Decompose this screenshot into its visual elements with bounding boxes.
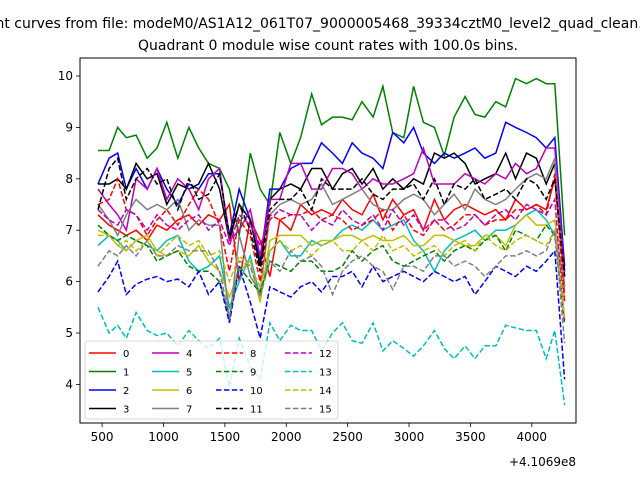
y-tick-label: 7 — [65, 223, 73, 237]
legend-label: 7 — [186, 405, 192, 416]
series-line-12 — [97, 196, 566, 323]
legend-box — [84, 340, 339, 420]
legend-label: 9 — [250, 368, 256, 379]
series-line-10 — [97, 248, 566, 380]
y-tick-label: 5 — [65, 326, 73, 340]
y-tick-label: 9 — [65, 120, 73, 134]
x-tick-label: 2500 — [332, 430, 363, 444]
legend-label: 1 — [123, 368, 129, 379]
x-tick-label: 3500 — [455, 430, 486, 444]
series-line-1 — [98, 77, 566, 236]
legend-label: 0 — [123, 349, 129, 360]
legend-label: 15 — [319, 405, 332, 416]
x-tick-label: 4000 — [517, 430, 548, 444]
series-line-8 — [97, 173, 566, 303]
x-tick-label: 500 — [91, 430, 114, 444]
suptitle: Light curves from file: modeM0/AS1A12_06… — [0, 16, 640, 32]
y-tick-label: 8 — [65, 172, 73, 186]
legend-label: 6 — [186, 386, 192, 397]
series-line-14 — [98, 227, 566, 318]
y-axis: 4 5 6 7 8 9 10 — [58, 69, 80, 391]
legend-label: 5 — [186, 368, 192, 379]
series-line-15 — [97, 229, 566, 344]
legend-label: 8 — [250, 349, 256, 360]
legend-label: 10 — [250, 386, 263, 397]
legend-label: 13 — [319, 368, 332, 379]
series-line-4 — [97, 145, 566, 277]
series-line-2 — [97, 121, 566, 267]
plot-frame — [79, 57, 577, 424]
x-axis: 500 1000 1500 2000 2500 3000 3500 4000 — [91, 423, 547, 444]
chart-title: Quadrant 0 module wise count rates with … — [138, 38, 518, 54]
x-offset-label: +4.1069e8 — [509, 455, 576, 469]
x-tick-label: 2000 — [271, 430, 302, 444]
y-tick-label: 6 — [65, 275, 73, 289]
legend-label: 2 — [123, 386, 129, 397]
legend-label: 3 — [123, 405, 129, 416]
series-lines — [97, 77, 566, 406]
x-tick-label: 3000 — [394, 430, 425, 444]
legend-label: 12 — [319, 349, 332, 360]
y-tick-label: 10 — [58, 69, 73, 83]
series-line-6 — [97, 213, 566, 303]
series-line-7 — [97, 157, 566, 323]
x-tick-label: 1000 — [148, 430, 179, 444]
series-line-11 — [97, 156, 566, 277]
legend-label: 14 — [319, 386, 332, 397]
legend-label: 11 — [250, 405, 263, 416]
legend-label: 4 — [186, 349, 192, 360]
y-tick-label: 4 — [65, 377, 73, 391]
x-tick-label: 1500 — [210, 430, 241, 444]
